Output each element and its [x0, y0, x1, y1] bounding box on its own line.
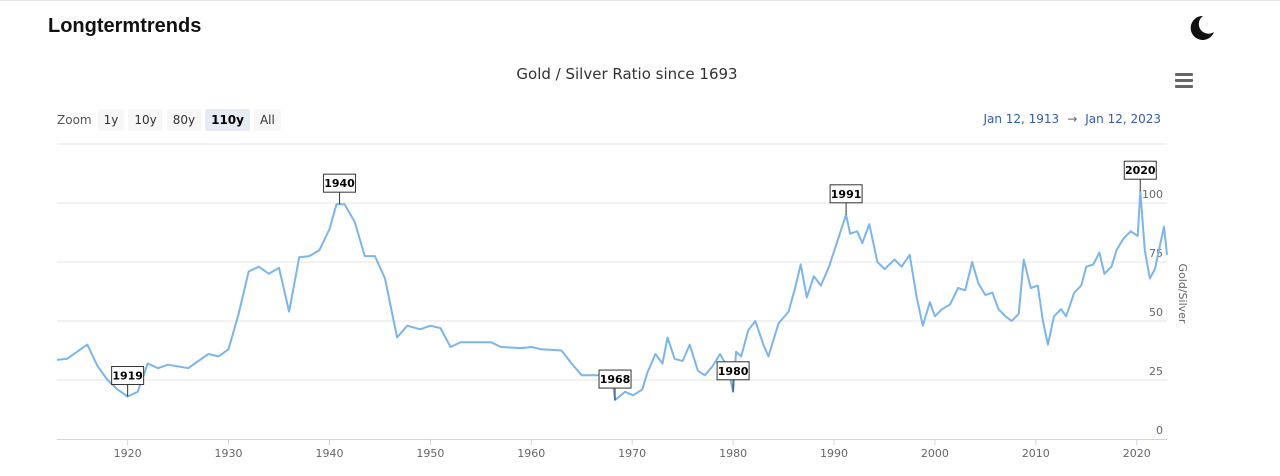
range-from-date[interactable]: Jan 12, 1913 [983, 112, 1060, 126]
x-tick-label: 1970 [618, 447, 646, 460]
flag-label: 1968 [600, 373, 631, 386]
moon-icon[interactable] [1186, 13, 1216, 43]
site-title[interactable]: Longtermtrends [48, 15, 202, 37]
zoom-label: Zoom [57, 113, 92, 127]
x-tick-label: 1950 [416, 447, 444, 460]
flag-label: 1919 [112, 370, 143, 383]
x-tick-label: 1930 [215, 447, 243, 460]
x-tick-label: 2020 [1123, 447, 1151, 460]
flag-label: 1991 [831, 188, 862, 201]
flag-label: 1940 [324, 177, 355, 190]
hamburger-menu-icon[interactable] [1175, 73, 1193, 89]
flag-box [598, 369, 632, 389]
flag-label: 2020 [1125, 164, 1156, 177]
x-tick-label: 1960 [517, 447, 545, 460]
zoom-80y-button[interactable]: 80y [166, 109, 202, 131]
flag-box [111, 366, 145, 386]
range-to-date[interactable]: Jan 12, 2023 [1085, 112, 1161, 126]
zoom-110y-button[interactable]: 110y [205, 109, 250, 131]
zoom-1y-button[interactable]: 1y [97, 109, 125, 131]
y-tick-label: 0 [1156, 424, 1163, 437]
x-tick-label: 2000 [921, 447, 949, 460]
y-tick-label: 50 [1149, 306, 1163, 319]
x-tick-label: 1940 [315, 447, 343, 460]
chart-title: Gold / Silver Ratio since 1693 [516, 65, 738, 83]
x-tick-label: 1990 [820, 447, 848, 460]
y-tick-label: 75 [1149, 247, 1163, 260]
date-range-display: Jan 12, 1913 → Jan 12, 2023 [983, 112, 1161, 126]
y-tick-label: 100 [1142, 188, 1163, 201]
series-line [56, 190, 1168, 402]
zoom-10y-button[interactable]: 10y [128, 109, 163, 131]
zoom-all-button[interactable]: All [253, 109, 281, 131]
y-axis-title: Gold/Silver [1176, 264, 1189, 324]
flag-box [1123, 160, 1157, 180]
range-arrow: → [1067, 112, 1078, 126]
x-tick-label: 1920 [114, 447, 142, 460]
flag-box [716, 361, 750, 381]
flag-label: 1980 [718, 365, 749, 378]
flag-box [323, 173, 357, 193]
flag-box [829, 184, 863, 204]
x-tick-label: 1980 [719, 447, 747, 460]
x-tick-label: 2010 [1022, 447, 1050, 460]
y-tick-label: 25 [1149, 365, 1163, 378]
zoom-bar: Zoom 1y 10y 80y 110y All [57, 109, 285, 131]
